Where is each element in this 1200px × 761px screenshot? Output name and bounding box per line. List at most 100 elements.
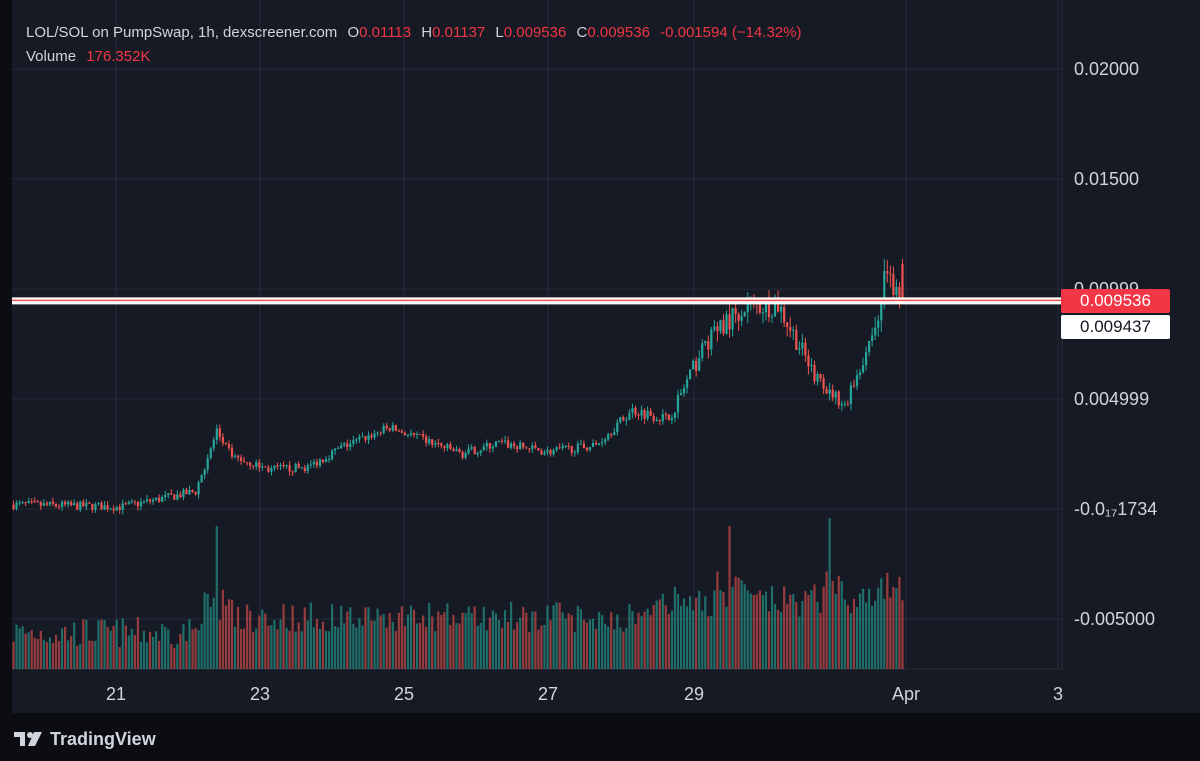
candle-body <box>60 502 64 507</box>
candle-body <box>776 302 780 312</box>
volume-bar <box>610 612 613 669</box>
volume-bar <box>385 627 388 669</box>
volume-bar <box>470 612 473 669</box>
volume-bar <box>801 600 804 669</box>
volume-bar <box>467 606 470 669</box>
candle-body <box>804 342 807 356</box>
candle-body <box>849 385 853 404</box>
chart-canvas[interactable]: 0.020000.015000.009990.004999-0.0₁₇1734-… <box>12 0 1200 713</box>
volume-bar <box>151 636 155 669</box>
candle-body <box>667 414 670 421</box>
volume-bar <box>807 594 810 669</box>
volume-bar <box>707 616 710 669</box>
candle-body <box>858 372 862 376</box>
candle-body <box>561 446 564 449</box>
chart-frame[interactable]: 0.020000.015000.009990.004999-0.0₁₇1734-… <box>12 0 1200 713</box>
volume-bar <box>191 629 194 669</box>
candle-body <box>306 465 309 471</box>
volume-bar <box>318 628 322 669</box>
price-scale-label: 0.004999 <box>1074 389 1149 409</box>
volume-bar <box>567 613 570 669</box>
volume-bar <box>179 633 182 669</box>
candle-body <box>786 322 789 328</box>
volume-bar <box>309 602 312 669</box>
candle-body <box>619 417 622 423</box>
candle-body <box>261 466 264 468</box>
candle-body <box>470 447 473 449</box>
candle-body <box>400 431 403 433</box>
legend-ohlc: LOL/SOL on PumpSwap, 1h, dexscreener.com… <box>26 24 807 41</box>
candle-body <box>203 469 206 476</box>
candle-body <box>440 443 443 446</box>
volume-bar <box>209 606 212 669</box>
volume-bar <box>212 597 215 669</box>
volume-bar <box>139 641 143 669</box>
volume-bar <box>437 611 440 669</box>
candle-body <box>428 439 431 444</box>
candle-body <box>628 412 631 420</box>
candle-body <box>24 501 27 504</box>
volume-bar <box>39 630 42 669</box>
horizontal-line-price-tag[interactable]: 0.009437 <box>1061 315 1170 339</box>
volume-bar <box>628 603 631 669</box>
volume-bar <box>834 593 837 669</box>
candle-body <box>497 440 501 442</box>
candle-body <box>397 430 400 432</box>
candle-body <box>522 442 525 448</box>
candle-body <box>701 343 704 359</box>
candle-body <box>291 471 294 473</box>
candle-body <box>889 273 892 275</box>
volume-bar <box>725 606 728 669</box>
volume-bar <box>534 611 537 669</box>
volume-bar <box>364 607 367 669</box>
candle-body <box>822 378 825 389</box>
candle-body <box>188 489 191 495</box>
candle-body <box>640 410 643 416</box>
volume-bar <box>97 620 100 669</box>
volume-bar <box>403 626 407 669</box>
candle-body <box>637 414 640 416</box>
volume-bar <box>358 618 361 669</box>
candle-body <box>73 503 76 505</box>
candle-body <box>519 442 522 450</box>
volume-bar <box>60 628 64 669</box>
candle-body <box>537 447 540 451</box>
candle-body <box>783 306 786 323</box>
volume-bar <box>704 596 707 669</box>
candle-body <box>221 436 224 444</box>
candle-body <box>604 439 607 443</box>
candle-body <box>103 505 106 510</box>
candle-body <box>437 443 440 445</box>
volume-bar <box>522 607 525 669</box>
candle-body <box>825 388 828 394</box>
volume-bar <box>145 642 149 669</box>
volume-bar <box>637 612 640 669</box>
volume-bar <box>858 593 862 669</box>
volume-bar <box>303 607 306 669</box>
candle-body <box>18 502 21 504</box>
volume-bar <box>431 616 434 669</box>
candle-body <box>713 326 716 330</box>
volume-bar <box>227 599 231 669</box>
volume-bar <box>218 619 221 669</box>
candle-body <box>761 312 765 314</box>
volume-bar <box>91 640 94 669</box>
candle-body <box>652 415 655 421</box>
volume-bar <box>252 632 255 669</box>
candle-body <box>340 445 343 448</box>
volume-bar <box>155 631 158 669</box>
candle-body <box>76 503 79 510</box>
candle-body <box>455 449 458 452</box>
candle-body <box>21 501 24 503</box>
volume-bar <box>12 641 15 669</box>
volume-bar <box>588 619 592 669</box>
volume-bar <box>397 612 400 669</box>
candle-body <box>564 445 567 447</box>
volume-bar <box>264 613 267 669</box>
candle-body <box>33 501 36 503</box>
tradingview-logo[interactable]: TradingView <box>14 727 156 751</box>
time-axis-label: 29 <box>684 684 704 704</box>
volume-bar <box>428 602 431 669</box>
volume-bar <box>349 607 352 669</box>
volume-bar <box>434 631 437 669</box>
